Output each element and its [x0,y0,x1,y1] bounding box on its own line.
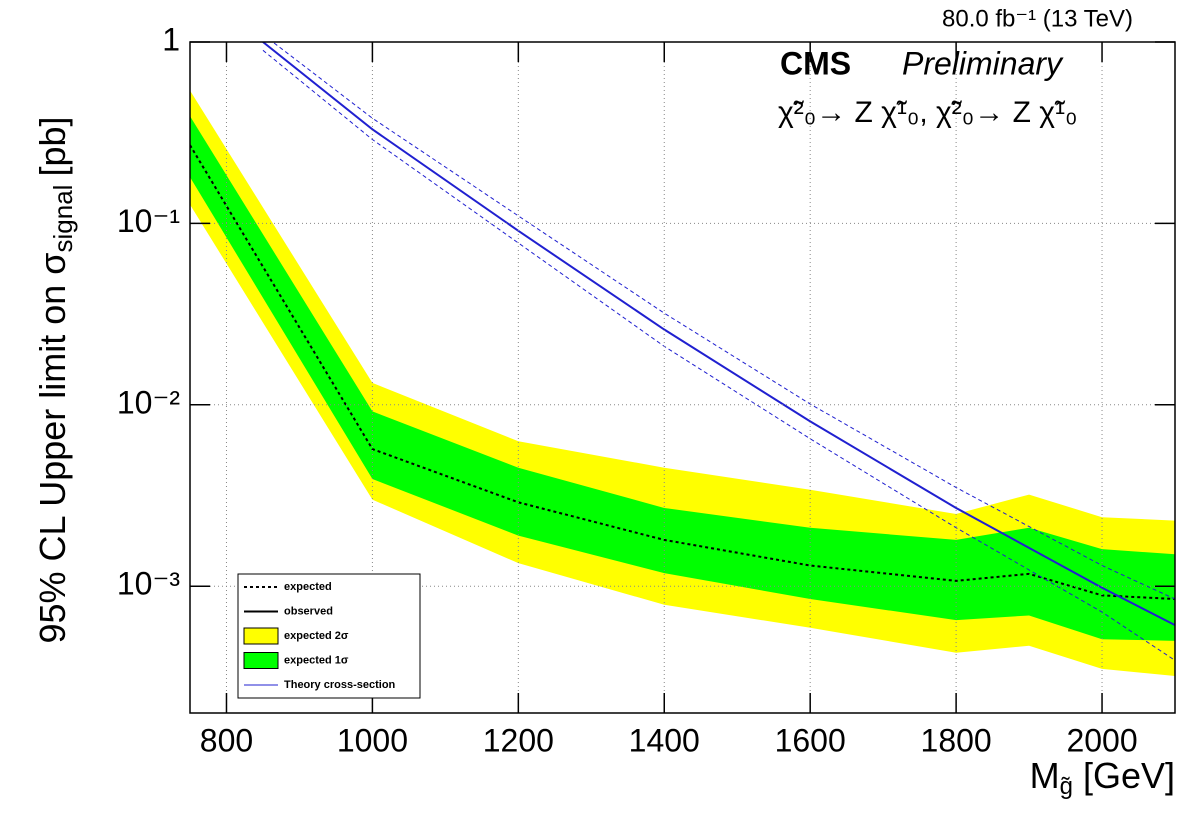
experiment-label: CMS [780,45,851,81]
process-label: χ̃²₀→ Z χ̃¹₀, χ̃²₀→ Z χ̃¹₀ [778,96,1077,129]
x-tick-label: 800 [200,722,253,758]
x-label-unit: [GeV] [1083,755,1175,796]
y-label-sub: signal [48,185,78,253]
y-tick-label: 10⁻² [117,384,180,420]
line [271,42,1175,600]
line [262,49,1175,661]
line [262,42,1175,627]
legend-label: expected 2σ [284,630,349,642]
legend-swatch [243,627,279,645]
y-label-unit: [pb] [32,116,73,176]
x-tick-label: 1600 [775,722,846,758]
y-tick-label: 10⁻¹ [117,203,180,239]
x-axis-label: Mg̃ [GeV] [1030,755,1175,801]
legend-label: expected 1σ [284,654,349,666]
plot-frame [189,41,1176,714]
legend-label: Theory cross-section [284,679,396,691]
y-tick-label: 10⁻³ [117,566,180,602]
lumi-label: 80.0 fb⁻¹ (13 TeV) [942,5,1133,32]
status-label: Preliminary [902,45,1064,81]
x-label-sub: g̃ [1060,773,1073,800]
x-tick-label: 1200 [483,722,554,758]
legend-label: expected [284,581,332,593]
x-label-main: M [1030,755,1060,796]
y-axis-label: 95% CL Upper limit on σsignal [pb] [32,116,78,643]
x-tick-label: 1000 [337,722,408,758]
legend-label: observed [284,605,333,617]
x-tick-label: 1400 [629,722,700,758]
band [190,90,1175,676]
plot-area [190,42,1175,676]
x-tick-label: 1800 [921,722,992,758]
band [190,116,1175,641]
legend-swatch [243,652,279,669]
x-tick-label: 2000 [1066,722,1137,758]
y-label-main: 95% CL Upper limit on σ [32,252,73,643]
y-tick-label: 1 [162,21,180,57]
